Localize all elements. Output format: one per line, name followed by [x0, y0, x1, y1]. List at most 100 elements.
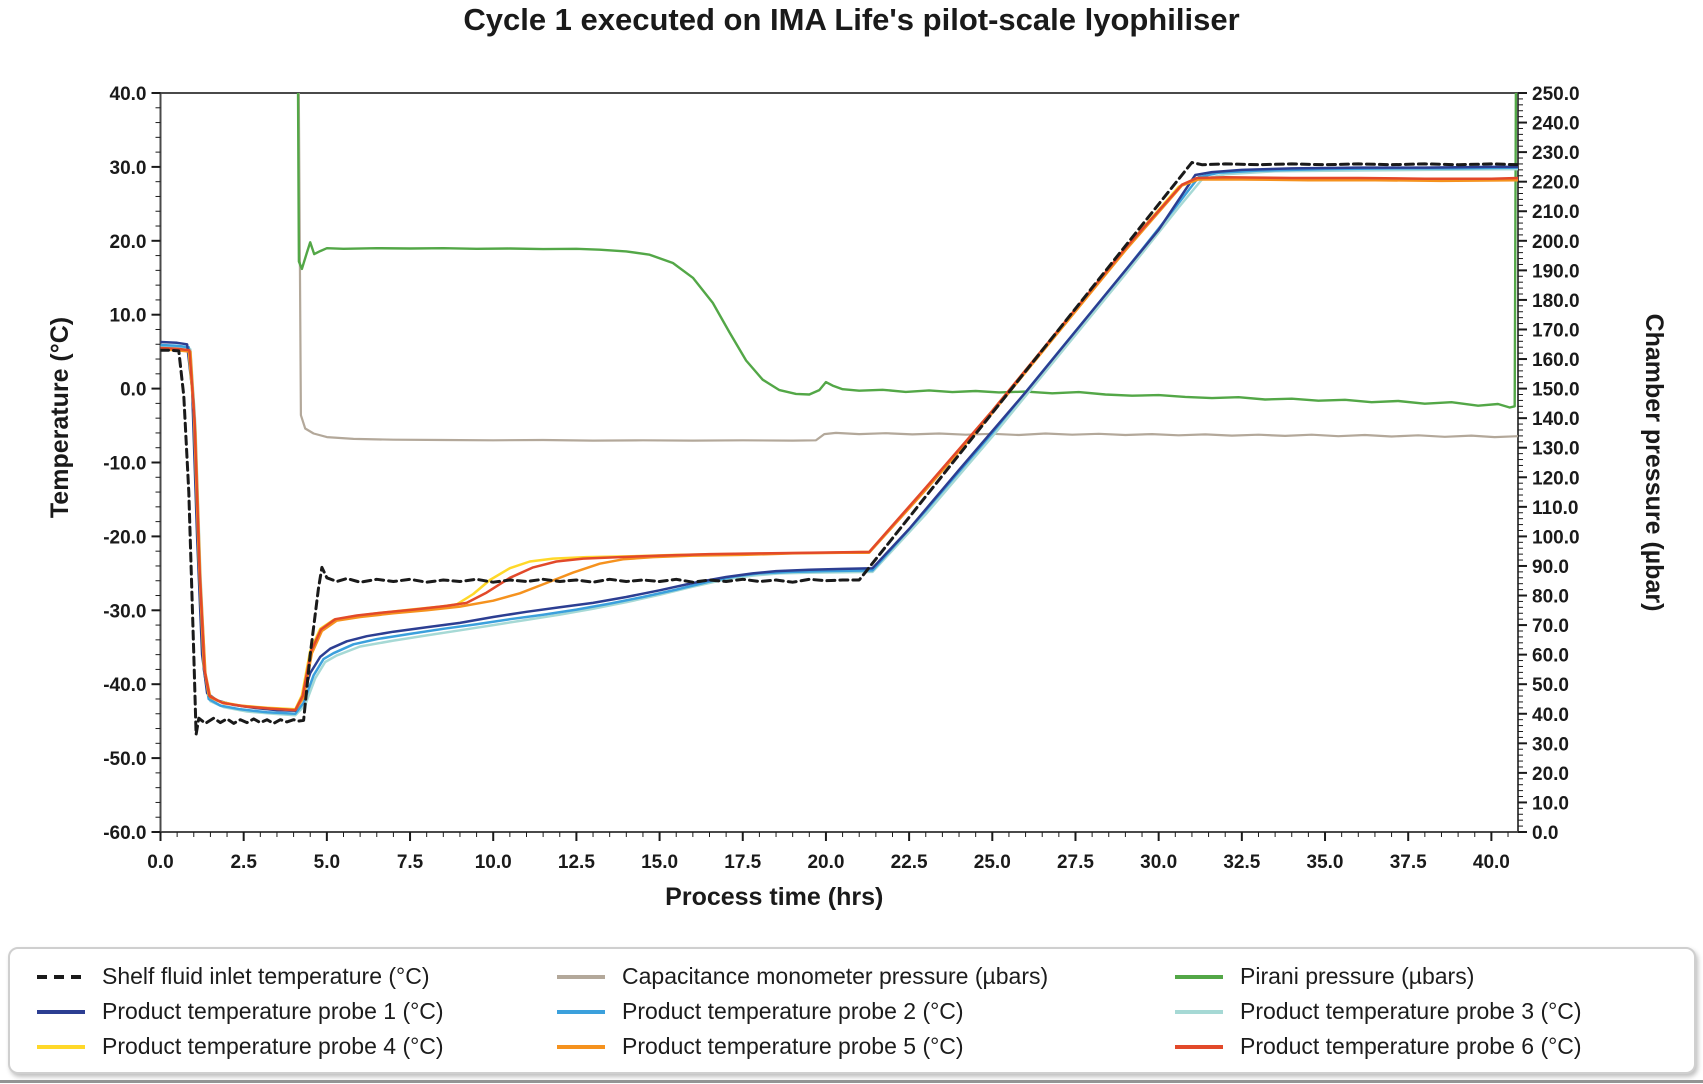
x-tick-label: 30.0 — [1140, 852, 1177, 873]
y-axis-left: 40.0 30.0 20.0 10.0 0.0 -10.0 -20.0 -30.0 -40.0 -… — [103, 84, 161, 844]
x-tick-label: 15.0 — [641, 852, 678, 873]
series-probe4 — [160, 176, 1518, 711]
legend-item-probe5: Product temperature probe 5 (°C) — [556, 1033, 1174, 1060]
y-axis-right: 250.0 240.0 230.0 220.0 210.0 200.0 190.0 180.0… — [1518, 84, 1580, 844]
legend-swatch-capacitance — [557, 974, 605, 979]
y-right-axis-title: Chamber pressure (µbar) — [1640, 314, 1668, 612]
y-left-tick-label: 40.0 — [110, 84, 147, 105]
series-probe3 — [160, 167, 1518, 717]
legend-label: Shelf fluid inlet temperature (°C) — [102, 963, 430, 989]
y-right-tick-label: 170.0 — [1532, 320, 1580, 341]
x-tick-label: 0.0 — [147, 852, 173, 873]
y-right-tick-label: 20.0 — [1532, 764, 1569, 785]
y-right-tick-label: 150.0 — [1532, 380, 1580, 401]
y-right-tick-label: 240.0 — [1532, 114, 1580, 135]
y-right-tick-label: 130.0 — [1532, 439, 1580, 460]
x-axis: 0.0 2.5 5.0 7.5 10.0 12.5 15.0 17.5 20.0 22.5 25.0… — [147, 832, 1510, 873]
y-right-tick-label: 80.0 — [1532, 587, 1569, 608]
y-left-tick-label: -40.0 — [103, 675, 146, 696]
series-pirani — [296, 93, 1518, 409]
legend-swatch-probe6 — [1175, 1044, 1223, 1049]
x-tick-label: 22.5 — [891, 852, 928, 873]
series-probe5 — [160, 178, 1518, 712]
x-tick-label: 27.5 — [1057, 852, 1094, 873]
y-right-tick-label: 100.0 — [1532, 527, 1580, 548]
y-right-tick-label: 140.0 — [1532, 409, 1580, 430]
legend-item-pirani: Pirani pressure (µbars) — [1174, 963, 1694, 990]
legend-item-probe1: Product temperature probe 1 (°C) — [36, 998, 556, 1025]
x-tick-label: 25.0 — [974, 852, 1011, 873]
y-left-tick-label: -10.0 — [103, 454, 146, 475]
plot-border — [159, 92, 1519, 833]
legend-label: Product temperature probe 6 (°C) — [1240, 1033, 1582, 1059]
y-left-tick-label: 20.0 — [110, 232, 147, 253]
y-right-tick-label: 180.0 — [1532, 291, 1580, 312]
x-tick-label: 5.0 — [314, 852, 340, 873]
y-left-tick-label: -50.0 — [103, 749, 146, 770]
y-right-tick-label: 210.0 — [1532, 202, 1580, 223]
legend-item-capacitance: Capacitance monometer pressure (µbars) — [556, 963, 1174, 990]
x-tick-label: 7.5 — [397, 852, 424, 873]
legend-item-probe4: Product temperature probe 4 (°C) — [36, 1033, 556, 1060]
legend-label: Product temperature probe 4 (°C) — [102, 1033, 444, 1059]
y-left-tick-label: 10.0 — [110, 306, 147, 327]
x-axis-title: Process time (hrs) — [665, 883, 883, 911]
y-right-tick-label: 200.0 — [1532, 232, 1580, 253]
x-tick-label: 20.0 — [807, 852, 844, 873]
y-right-tick-label: 60.0 — [1532, 646, 1569, 667]
legend-label: Product temperature probe 5 (°C) — [622, 1033, 964, 1059]
y-right-tick-label: 90.0 — [1532, 557, 1569, 578]
y-right-tick-label: 120.0 — [1532, 468, 1580, 489]
legend-label: Pirani pressure (µbars) — [1240, 963, 1475, 989]
lyophilisation-chart: 0.0 2.5 5.0 7.5 10.0 12.5 15.0 17.5 20.0 22.5 25.0… — [46, 84, 1668, 911]
y-right-tick-label: 50.0 — [1532, 675, 1569, 696]
y-right-tick-label: 250.0 — [1532, 84, 1580, 105]
legend-item-probe3: Product temperature probe 3 (°C) — [1174, 998, 1694, 1025]
x-tick-label: 40.0 — [1473, 852, 1510, 873]
legend-item-probe6: Product temperature probe 6 (°C) — [1174, 1033, 1694, 1060]
legend-swatch-probe4 — [37, 1044, 85, 1049]
legend-swatch-probe2 — [557, 1009, 605, 1014]
y-right-tick-label: 220.0 — [1532, 173, 1580, 194]
series-capacitance — [297, 93, 1518, 442]
y-left-tick-label: 0.0 — [120, 380, 146, 401]
x-tick-label: 10.0 — [475, 852, 512, 873]
page-bottom-edge — [0, 1080, 1703, 1083]
legend-swatch-probe3 — [1175, 1009, 1223, 1014]
y-left-axis-title: Temperature (°C) — [46, 317, 74, 518]
y-left-tick-label: 30.0 — [110, 158, 147, 179]
legend-swatch-probe5 — [557, 1044, 605, 1049]
y-right-tick-label: 230.0 — [1532, 143, 1580, 164]
y-left-tick-label: -20.0 — [103, 527, 146, 548]
y-left-tick-label: -60.0 — [103, 823, 146, 844]
series-probe6 — [160, 175, 1518, 712]
legend-swatch-pirani — [1175, 974, 1223, 979]
legend-item-probe2: Product temperature probe 2 (°C) — [556, 998, 1174, 1025]
x-tick-label: 35.0 — [1307, 852, 1344, 873]
x-tick-label: 2.5 — [230, 852, 257, 873]
legend-swatch-probe1 — [37, 1009, 85, 1014]
y-right-tick-label: 160.0 — [1532, 350, 1580, 371]
y-right-tick-label: 190.0 — [1532, 261, 1580, 282]
series-shelf — [160, 161, 1518, 736]
legend-label: Product temperature probe 3 (°C) — [1240, 998, 1582, 1024]
x-tick-label: 12.5 — [558, 852, 595, 873]
legend-label: Product temperature probe 1 (°C) — [102, 998, 444, 1024]
legend-label: Product temperature probe 2 (°C) — [622, 998, 964, 1024]
y-left-tick-label: -30.0 — [103, 601, 146, 622]
legend: Shelf fluid inlet temperature (°C) Capaci… — [8, 947, 1696, 1074]
y-right-tick-label: 40.0 — [1532, 705, 1569, 726]
legend-item-shelf: Shelf fluid inlet temperature (°C) — [36, 963, 556, 990]
x-tick-label: 32.5 — [1223, 852, 1260, 873]
x-tick-label: 17.5 — [724, 852, 761, 873]
legend-label: Capacitance monometer pressure (µbars) — [622, 963, 1049, 989]
y-right-tick-label: 0.0 — [1532, 823, 1558, 844]
y-right-tick-label: 30.0 — [1532, 734, 1569, 755]
y-right-tick-label: 10.0 — [1532, 793, 1569, 814]
series-layer — [160, 93, 1518, 736]
y-right-tick-label: 110.0 — [1532, 498, 1579, 519]
x-tick-label: 37.5 — [1390, 852, 1427, 873]
chart-title: Cycle 1 executed on IMA Life's pilot-sca… — [463, 2, 1240, 37]
y-right-tick-label: 70.0 — [1532, 616, 1569, 637]
legend-swatch-shelf — [37, 974, 85, 979]
